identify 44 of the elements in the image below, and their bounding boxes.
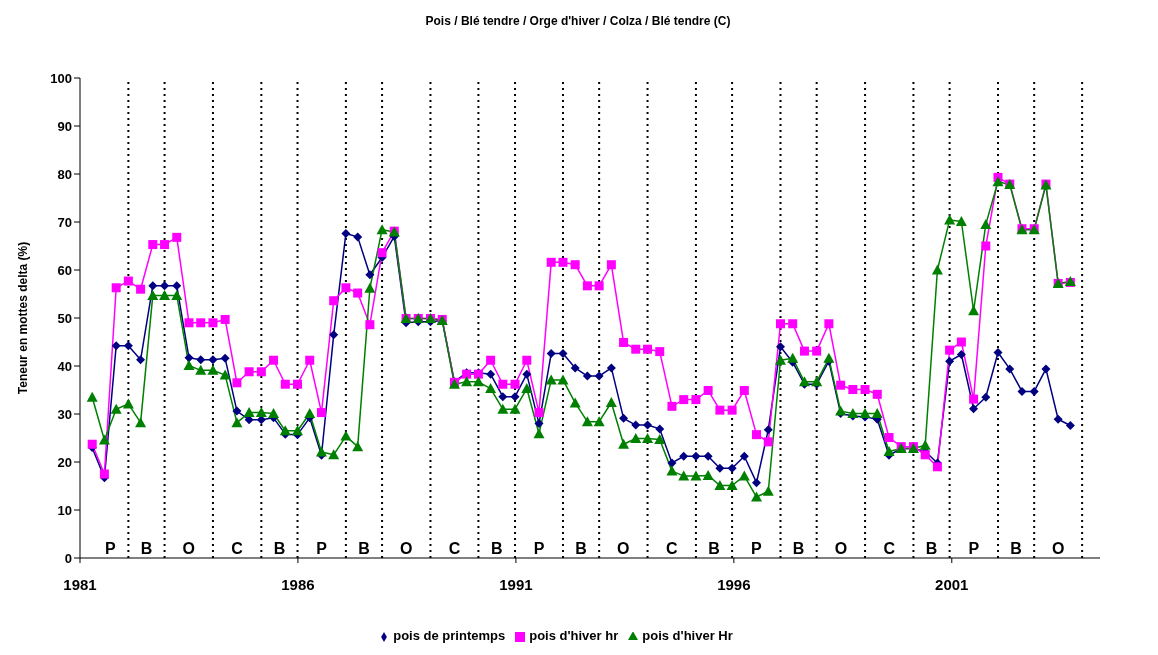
x-tick-label: 1996 <box>717 575 751 593</box>
legend-label: pois d'hiver hr <box>529 628 619 643</box>
x-tick-label: 1991 <box>499 575 533 593</box>
annotation: B <box>925 540 938 557</box>
y-tick-label: 0 <box>64 550 72 566</box>
annotation: B <box>490 540 503 557</box>
y-tick-label: 10 <box>57 502 72 518</box>
annotation: B <box>708 540 720 557</box>
annotation: B <box>358 540 370 557</box>
y-tick-label: 30 <box>57 406 72 422</box>
annotation: O <box>400 540 413 557</box>
x-tick-label: 1986 <box>281 575 315 593</box>
annotation: P <box>533 540 545 557</box>
annotation: P <box>750 540 762 557</box>
y-tick-label: 40 <box>57 358 72 374</box>
annotation: P <box>968 540 980 557</box>
annotation: P <box>104 540 116 557</box>
y-tick-label: 60 <box>57 262 72 278</box>
annotation: B <box>1010 540 1022 557</box>
y-tick-label: 80 <box>57 166 72 182</box>
y-tick-label: 70 <box>57 214 72 230</box>
y-tick-label: 100 <box>50 70 72 86</box>
annotation: B <box>792 540 805 557</box>
annotation: P <box>316 540 328 557</box>
y-tick-label: 20 <box>57 454 72 470</box>
legend-label: pois de printemps <box>393 628 506 643</box>
x-tick-label: 2001 <box>935 575 969 593</box>
chart-title: Pois / Blé tendre / Orge d'hiver / Colza / Blé tendre (C) <box>424 13 732 30</box>
annotation: B <box>575 540 587 557</box>
annotation: B <box>273 540 286 557</box>
annotation: B <box>140 540 153 557</box>
annotation: O <box>834 540 848 557</box>
annotation: C <box>448 540 461 557</box>
legend-label: pois d'hiver Hr <box>642 628 733 643</box>
y-tick-label: 50 <box>57 310 72 326</box>
y-tick-label: 90 <box>57 118 72 134</box>
annotation: C <box>883 540 896 557</box>
annotation: C <box>665 540 678 557</box>
x-tick-label: 1981 <box>63 575 97 593</box>
annotation: C <box>231 540 244 557</box>
annotation: O <box>182 540 195 557</box>
annotation: O <box>617 540 630 557</box>
annotation: O <box>1051 540 1065 557</box>
y-axis-title: Teneur en mottes delta (%) <box>16 241 31 395</box>
